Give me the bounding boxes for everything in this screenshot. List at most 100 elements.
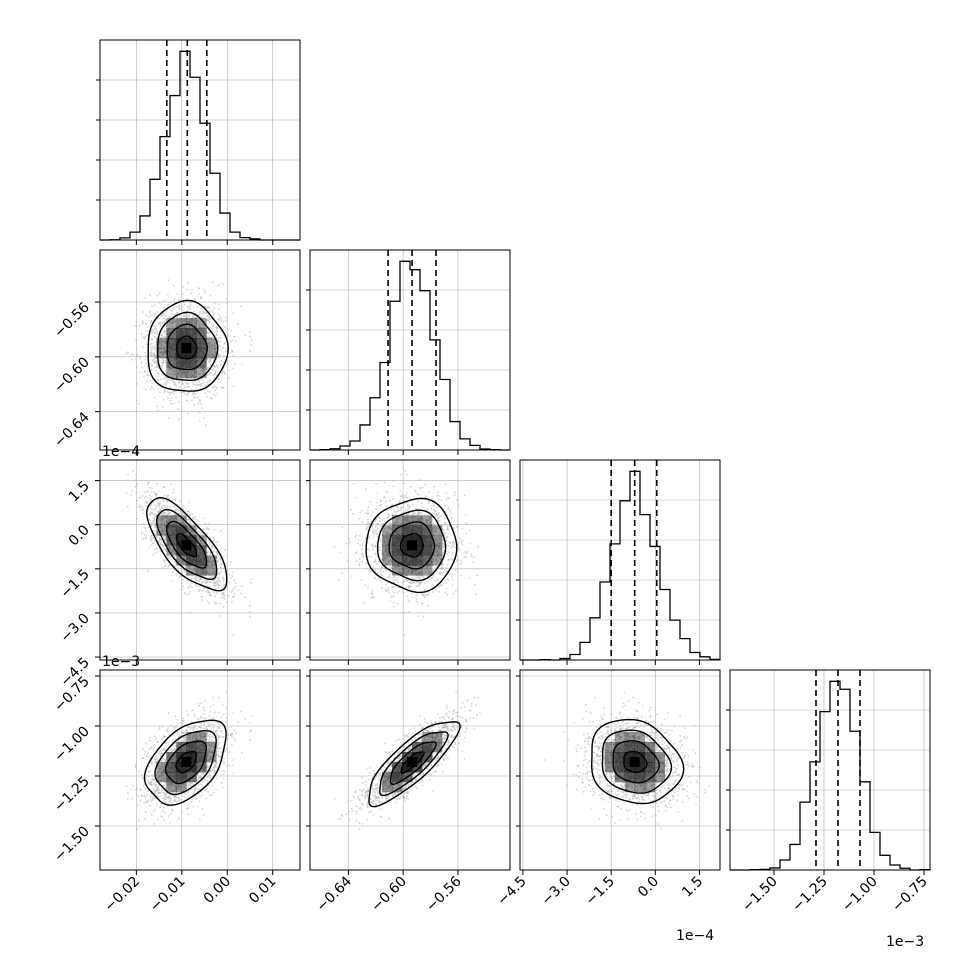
sample-point — [201, 596, 203, 598]
sample-point — [143, 523, 145, 525]
sample-point — [130, 354, 132, 356]
sample-point — [139, 325, 141, 327]
sample-point — [433, 486, 435, 488]
sample-point — [411, 593, 413, 595]
sample-point — [207, 306, 209, 308]
sample-point — [153, 314, 155, 316]
sample-point — [217, 313, 219, 315]
sample-point — [126, 492, 128, 494]
sample-point — [193, 404, 195, 406]
sample-point — [154, 304, 156, 306]
sample-point — [368, 521, 370, 523]
sample-point — [227, 595, 229, 597]
sample-point — [204, 292, 206, 294]
sample-point — [461, 542, 463, 544]
sample-point — [393, 596, 395, 598]
sample-point — [249, 616, 251, 618]
sample-point — [387, 589, 389, 591]
sample-point — [365, 488, 367, 490]
sample-point — [178, 401, 180, 403]
sample-point — [141, 333, 143, 335]
sample-point — [145, 495, 147, 497]
sample-point — [187, 393, 189, 395]
sample-point — [199, 420, 201, 422]
sample-point — [409, 497, 411, 499]
sample-point — [387, 491, 389, 493]
sample-point — [230, 330, 232, 332]
sample-point — [211, 398, 213, 400]
sample-point — [169, 400, 171, 402]
sample-point — [138, 506, 140, 508]
sample-point — [249, 335, 251, 337]
sample-point — [203, 417, 205, 419]
sample-point — [159, 292, 161, 294]
histogram-panel-1 — [96, 40, 300, 240]
sample-point — [385, 590, 387, 592]
sample-point — [222, 592, 224, 594]
sample-point — [189, 584, 191, 586]
sample-point — [214, 595, 216, 597]
sample-point — [201, 407, 203, 409]
sample-point — [393, 592, 395, 594]
sample-point — [181, 582, 183, 584]
sample-point — [146, 502, 148, 504]
sample-point — [149, 310, 151, 312]
panel-content — [100, 460, 300, 660]
sample-point — [151, 305, 153, 307]
sample-point — [132, 470, 134, 472]
sample-point — [378, 577, 380, 579]
sample-point — [156, 405, 158, 407]
sample-point — [466, 524, 468, 526]
sample-point — [231, 351, 233, 353]
sample-point — [399, 500, 401, 502]
sample-point — [168, 417, 170, 419]
sample-point — [403, 497, 405, 499]
sample-point — [465, 514, 467, 516]
sample-point — [348, 538, 350, 540]
sample-point — [385, 501, 387, 503]
sample-point — [167, 294, 169, 296]
sample-point — [143, 538, 145, 540]
sample-point — [145, 505, 147, 507]
sample-point — [182, 293, 184, 295]
sample-point — [164, 299, 166, 301]
sample-point — [167, 566, 169, 568]
sample-point — [391, 586, 393, 588]
sample-point — [400, 495, 402, 497]
scatter-panel-2-3 — [310, 460, 510, 660]
sample-point — [159, 391, 161, 393]
sample-point — [370, 571, 372, 573]
sample-point — [207, 528, 209, 530]
sample-point — [375, 508, 377, 510]
sample-point — [198, 288, 200, 290]
sample-point — [226, 298, 228, 300]
sample-point — [144, 352, 146, 354]
sample-point — [393, 606, 395, 608]
sample-point — [445, 483, 447, 485]
sample-point — [200, 297, 202, 299]
sample-point — [167, 391, 169, 393]
sample-point — [138, 355, 140, 357]
sample-point — [142, 347, 144, 349]
sample-point — [216, 387, 218, 389]
sample-point — [209, 592, 211, 594]
sample-point — [366, 523, 368, 525]
sample-point — [127, 351, 129, 353]
sample-point — [177, 408, 179, 410]
sample-point — [223, 328, 225, 330]
sample-point — [203, 588, 205, 590]
sample-point — [202, 590, 204, 592]
sample-point — [367, 506, 369, 508]
sample-point — [421, 603, 423, 605]
sample-point — [207, 390, 209, 392]
sample-point — [457, 543, 459, 545]
sample-point — [170, 403, 172, 405]
sample-point — [135, 359, 137, 361]
sample-point — [224, 373, 226, 375]
sample-point — [228, 377, 230, 379]
sample-point — [224, 595, 226, 597]
sample-point — [226, 320, 228, 322]
sample-point — [209, 397, 211, 399]
sample-point — [226, 563, 228, 565]
sample-point — [206, 533, 208, 535]
